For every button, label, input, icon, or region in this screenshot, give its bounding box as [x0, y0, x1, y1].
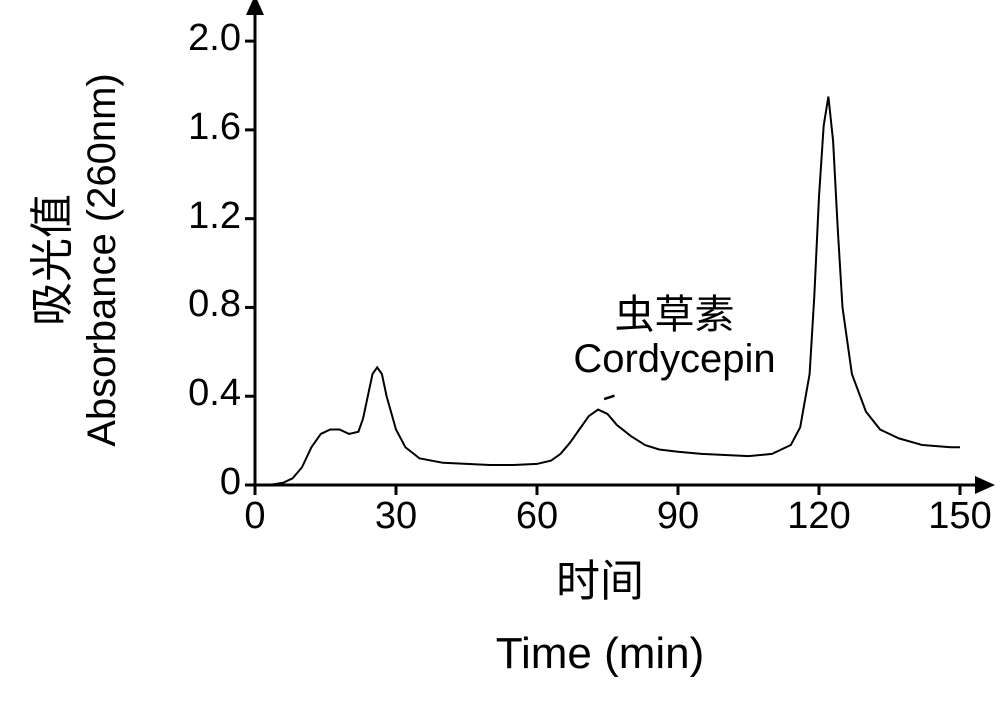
peak-annotation-en: Cordycepin	[545, 337, 805, 381]
y-tick-label: 0.4	[188, 372, 241, 415]
figure: { "chart": { "type": "line", "background…	[0, 0, 1000, 727]
y-tick-label: 0.8	[188, 283, 241, 326]
peak-annotation-cn: 虫草素	[545, 293, 805, 337]
y-tick-label: 2.0	[188, 17, 241, 60]
x-axis-label: 时间 Time (min)	[400, 545, 800, 679]
y-tick-label: 1.6	[188, 106, 241, 149]
y-tick-label: 1.2	[188, 195, 241, 238]
x-tick-label: 90	[638, 495, 718, 538]
x-tick-label: 60	[497, 495, 577, 538]
x-tick-label: 120	[779, 495, 859, 538]
peak-annotation: 虫草素 Cordycepin	[545, 293, 805, 381]
x-tick-label: 30	[356, 495, 436, 538]
x-axis-label-en: Time (min)	[400, 629, 800, 679]
x-tick-label: 150	[920, 495, 1000, 538]
y-tick-label: 0	[220, 461, 241, 504]
x-axis-label-cn: 时间	[400, 545, 800, 609]
